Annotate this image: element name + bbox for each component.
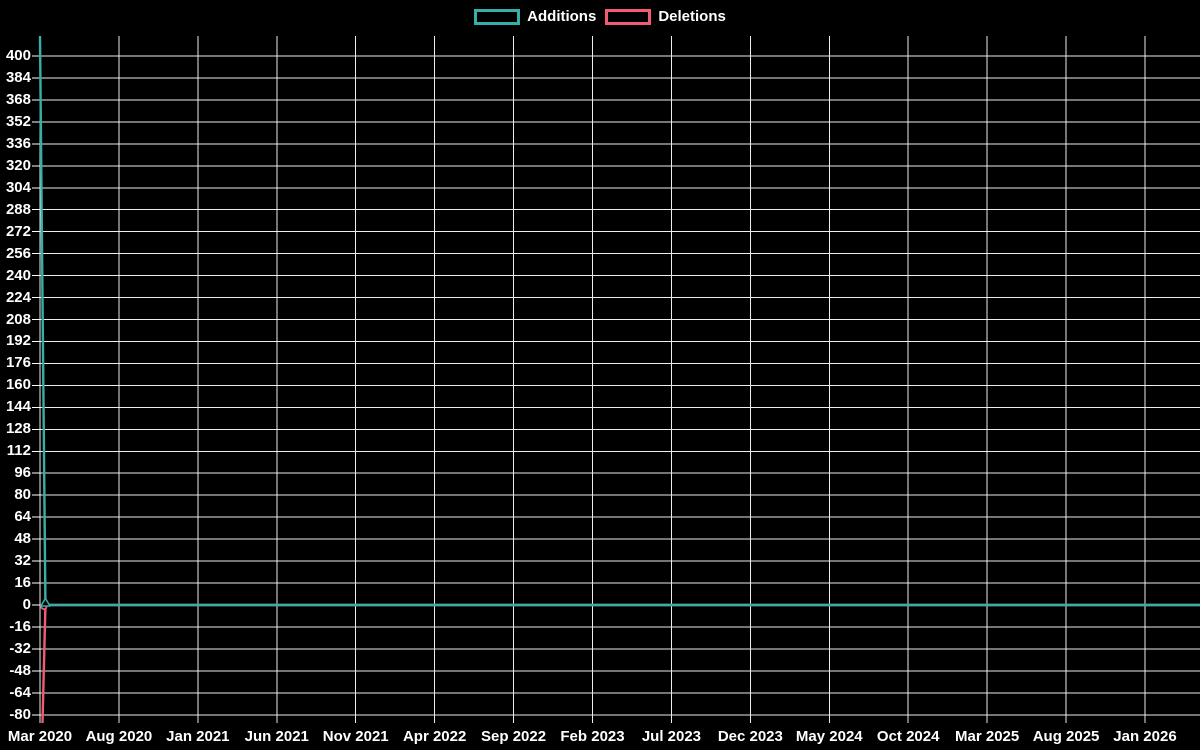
y-axis-label: 64 bbox=[14, 508, 31, 526]
chart-legend: Additions Deletions bbox=[0, 9, 1200, 25]
x-axis-label: May 2024 bbox=[795, 728, 863, 745]
y-axis-label: -64 bbox=[9, 683, 31, 701]
x-axis-label: Jul 2023 bbox=[641, 728, 702, 745]
legend-label: Deletions bbox=[658, 8, 726, 25]
x-axis-label: Aug 2020 bbox=[85, 728, 153, 745]
y-axis-label: -16 bbox=[9, 617, 31, 635]
x-axis-label: Mar 2025 bbox=[955, 728, 1020, 745]
y-axis-label: 208 bbox=[5, 310, 31, 328]
x-axis-label: Jun 2021 bbox=[244, 728, 309, 745]
y-axis-label: 192 bbox=[5, 332, 31, 350]
y-axis-label: 384 bbox=[5, 68, 31, 86]
y-axis-label: 288 bbox=[5, 200, 31, 218]
y-axis-label: 16 bbox=[14, 574, 31, 592]
y-axis-label: -80 bbox=[9, 705, 31, 723]
y-axis-label: 144 bbox=[5, 398, 31, 416]
deletions-line bbox=[41, 603, 1200, 724]
y-axis-label: -32 bbox=[9, 639, 31, 657]
y-axis-label: 224 bbox=[5, 288, 31, 306]
y-axis-label: 112 bbox=[6, 442, 31, 460]
y-axis-label: 32 bbox=[14, 552, 31, 570]
deletions-swatch-icon bbox=[605, 9, 652, 25]
y-axis-label: 320 bbox=[5, 156, 31, 174]
y-axis-label: 0 bbox=[22, 596, 31, 613]
y-axis-label: 304 bbox=[5, 178, 31, 196]
x-axis-label: Dec 2023 bbox=[717, 728, 783, 745]
additions-line bbox=[38, 35, 1200, 607]
x-axis-label: Nov 2021 bbox=[322, 728, 389, 745]
y-axis-label: 336 bbox=[5, 134, 31, 152]
x-axis-label: Feb 2023 bbox=[560, 728, 625, 745]
y-axis-label: 240 bbox=[5, 266, 31, 284]
y-axis-label: 80 bbox=[14, 486, 31, 504]
additions-swatch-icon bbox=[474, 9, 521, 25]
x-axis-label: Jan 2026 bbox=[1113, 728, 1177, 745]
y-axis-label: 256 bbox=[5, 244, 31, 262]
y-axis-label: 96 bbox=[14, 464, 31, 482]
legend-label: Additions bbox=[527, 8, 597, 25]
legend-item-deletions[interactable]: Deletions bbox=[605, 9, 726, 25]
y-axis-label: 160 bbox=[5, 376, 31, 394]
x-axis-label: Jan 2021 bbox=[166, 728, 230, 745]
x-axis-label: Oct 2024 bbox=[876, 728, 940, 745]
y-axis-label: 272 bbox=[5, 222, 31, 240]
y-axis-label: 48 bbox=[14, 530, 31, 548]
y-axis-label: 128 bbox=[5, 420, 31, 438]
y-axis-label: 352 bbox=[5, 112, 31, 130]
x-axis-label: Apr 2022 bbox=[402, 728, 467, 745]
x-axis-label: Mar 2020 bbox=[7, 728, 73, 745]
legend-item-additions[interactable]: Additions bbox=[474, 9, 596, 25]
y-axis-label: 176 bbox=[5, 354, 31, 372]
x-axis-label: Aug 2025 bbox=[1032, 728, 1100, 745]
y-axis-label: 368 bbox=[5, 90, 31, 108]
y-axis-label: -48 bbox=[9, 661, 31, 679]
y-axis-label: 400 bbox=[5, 47, 31, 64]
additions-point-marker-icon bbox=[40, 597, 51, 607]
x-axis-label: Sep 2022 bbox=[481, 728, 547, 745]
